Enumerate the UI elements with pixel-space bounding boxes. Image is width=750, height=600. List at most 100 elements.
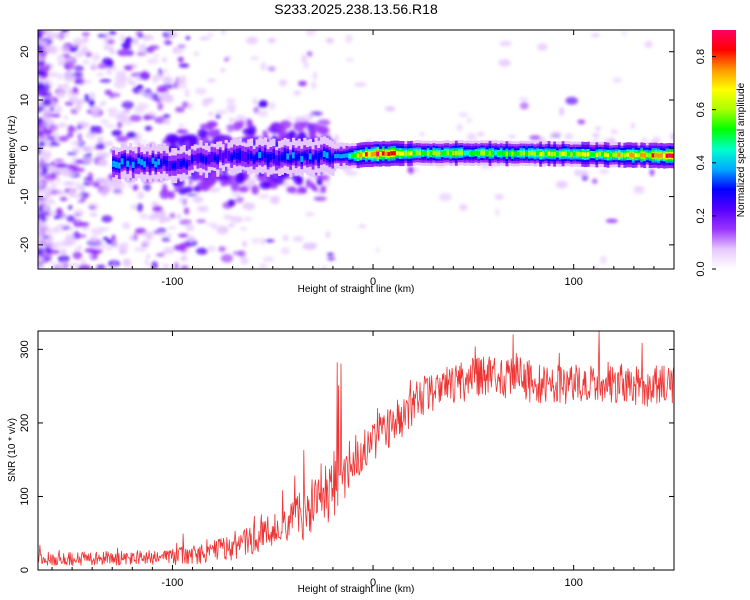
heatmap-cell — [61, 260, 67, 264]
heatmap-cell — [310, 81, 317, 90]
heatmap-cell — [202, 156, 206, 163]
heatmap-cell — [165, 160, 169, 167]
heatmap-cell — [83, 193, 91, 197]
heatmap-cell — [310, 111, 323, 116]
heatmap-cell — [505, 151, 509, 156]
heatmap-cell — [322, 150, 327, 157]
heatmap-cell — [75, 103, 82, 111]
heatmap-cell — [301, 54, 308, 63]
heatmap-cell — [166, 233, 172, 238]
heatmap-cell — [550, 151, 554, 157]
heatmap-cell — [345, 153, 349, 158]
snr-x-axis-title: Height of straight line (km) — [298, 584, 415, 595]
heatmap-cell — [499, 150, 504, 156]
heatmap-cell — [551, 131, 562, 136]
heatmap-cell — [38, 247, 45, 255]
heatmap-cell — [72, 194, 84, 198]
x-tick-label: 0 — [370, 276, 376, 288]
heatmap-cell — [172, 46, 178, 54]
heatmap-cell — [115, 135, 129, 143]
heatmap-cell — [325, 231, 331, 239]
heatmap-cell — [38, 56, 43, 62]
heatmap-cell — [297, 153, 301, 160]
heatmap-cell — [139, 213, 148, 219]
heatmap-cell — [600, 255, 607, 264]
heatmap-cell — [306, 51, 313, 57]
heatmap-cell — [74, 159, 84, 164]
heatmap-cell — [365, 152, 369, 157]
heatmap-cell — [38, 109, 41, 114]
heatmap-cell — [446, 150, 450, 155]
heatmap-cell — [208, 186, 221, 193]
spectrogram-y-ticks: -20 -10 0 10 20 — [19, 46, 674, 253]
heatmap-cell — [168, 163, 172, 170]
heatmap-cell — [207, 245, 217, 252]
heatmap-cell — [115, 161, 119, 168]
heatmap-cell — [142, 37, 148, 42]
heatmap-cell — [38, 71, 46, 75]
heatmap-cell — [555, 180, 568, 189]
heatmap-cell — [114, 191, 124, 196]
heatmap-cell — [577, 169, 589, 177]
heatmap-cell — [572, 151, 577, 157]
heatmap-cell — [184, 88, 190, 98]
heatmap-cell — [259, 180, 271, 190]
heatmap-cell — [165, 133, 177, 144]
heatmap-cell — [407, 151, 411, 156]
heatmap-cell — [183, 207, 190, 215]
heatmap-cell — [410, 151, 414, 156]
heatmap-cell — [64, 262, 69, 269]
heatmap-cell — [592, 152, 596, 157]
heatmap-cell — [671, 153, 674, 158]
heatmap-cell — [38, 256, 45, 264]
heatmap-cell — [311, 123, 322, 133]
heatmap-cell — [556, 151, 560, 157]
heatmap-cell — [222, 214, 233, 220]
heatmap-cell — [57, 224, 68, 228]
heatmap-cell — [50, 249, 60, 254]
heatmap-cell — [199, 36, 211, 41]
heatmap-cell — [466, 133, 477, 141]
heatmap-cell — [51, 124, 59, 132]
heatmap-cell — [221, 154, 225, 161]
heatmap-cell — [178, 187, 188, 195]
heatmap-cell — [629, 152, 633, 157]
heatmap-cell — [86, 180, 100, 186]
heatmap-cell — [230, 154, 234, 161]
heatmap-cell — [230, 215, 243, 224]
heatmap-cell — [634, 152, 638, 158]
heatmap-cell — [435, 151, 439, 156]
heatmap-cell — [398, 151, 402, 156]
heatmap-cell — [499, 40, 512, 47]
heatmap-cell — [105, 245, 113, 251]
heatmap-cell — [151, 157, 155, 164]
spectrogram-y-axis-title: Frequency (Hz) — [7, 116, 18, 185]
heatmap-cell — [227, 199, 236, 207]
heatmap-cell — [216, 225, 229, 235]
x-tick-label: 100 — [565, 276, 583, 288]
heatmap-cell — [91, 53, 101, 62]
heatmap-cell — [449, 151, 453, 156]
y-tick-label: 10 — [19, 94, 31, 106]
heatmap-cell — [530, 150, 534, 156]
heatmap-cell — [513, 151, 518, 156]
heatmap-cell — [385, 106, 396, 112]
heatmap-cell — [454, 151, 459, 156]
heatmap-cell — [101, 100, 106, 105]
heatmap-cell — [149, 45, 160, 50]
heatmap-cell — [38, 141, 46, 147]
heatmap-cell — [85, 52, 92, 58]
heatmap-cell — [207, 78, 218, 83]
heatmap-cell — [179, 161, 183, 168]
heatmap-cell — [215, 109, 228, 115]
heatmap-cell — [414, 167, 419, 173]
heatmap-cell — [50, 244, 58, 249]
heatmap-cell — [238, 152, 242, 159]
heatmap-cell — [72, 37, 86, 45]
heatmap-cell — [123, 65, 133, 71]
heatmap-cell — [108, 31, 117, 35]
heatmap-cell — [127, 179, 133, 189]
heatmap-cell — [117, 114, 130, 121]
heatmap-cell — [651, 153, 655, 158]
heatmap-cell — [162, 158, 166, 165]
